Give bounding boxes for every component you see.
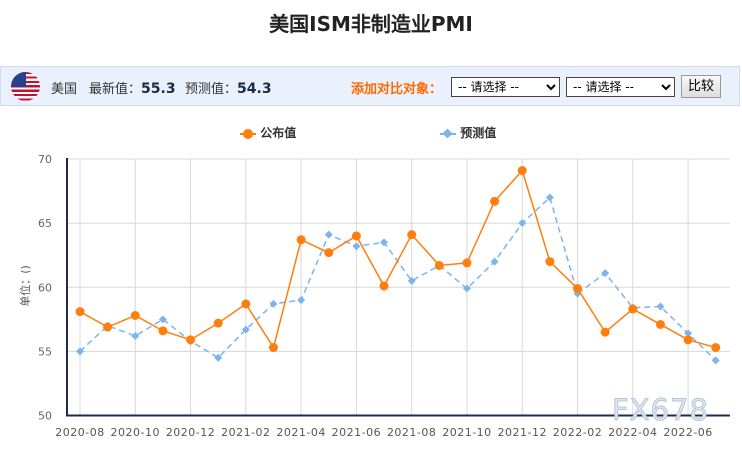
data-point-actual: [711, 343, 721, 353]
legend-marker-diamond-icon: [440, 128, 456, 139]
data-point-actual: [462, 258, 472, 268]
data-point-forecast: [656, 302, 665, 311]
x-tick-label: 2020-10: [111, 426, 160, 439]
x-tick-label: 2022-04: [608, 426, 657, 439]
series-line-forecast: [79, 196, 717, 361]
data-point-forecast: [131, 331, 140, 340]
x-tick-label: 2022-06: [663, 426, 712, 439]
x-tick-label: 2022-02: [553, 426, 602, 439]
y-tick-label: 65: [38, 217, 52, 230]
data-point-forecast: [352, 242, 361, 251]
data-point-actual: [351, 231, 361, 241]
data-point-actual: [186, 335, 196, 345]
data-point-actual: [213, 318, 223, 328]
data-point-actual: [130, 310, 140, 320]
data-point-forecast: [462, 284, 471, 293]
data-point-actual: [490, 196, 500, 206]
data-point-actual: [628, 304, 638, 314]
info-bar: 美国 最新值：55.3 预测值：54.3 添加对比对象： -- 请选择 -- -…: [0, 66, 740, 106]
data-point-forecast: [324, 230, 333, 239]
data-point-forecast: [297, 296, 306, 305]
x-tick-label: 2021-02: [221, 426, 270, 439]
data-point-forecast: [684, 329, 693, 338]
data-point-actual: [75, 307, 85, 317]
y-tick-label: 50: [38, 410, 52, 423]
compare-label: 添加对比对象：: [351, 82, 443, 97]
data-point-actual: [268, 343, 278, 353]
data-point-actual: [241, 299, 251, 309]
x-tick-label: 2020-08: [55, 426, 104, 439]
x-tick-label: 2020-12: [166, 426, 215, 439]
data-point-forecast: [518, 219, 527, 228]
data-point-forecast: [545, 193, 554, 202]
data-point-actual: [683, 335, 693, 345]
data-point-actual: [158, 326, 168, 336]
data-point-actual: [434, 260, 444, 270]
data-point-forecast: [241, 325, 250, 334]
data-point-forecast: [269, 299, 278, 308]
data-point-actual: [600, 327, 610, 337]
page-title: 美国ISM非制造业PMI: [269, 12, 473, 36]
data-point-forecast: [380, 238, 389, 247]
data-point-forecast: [407, 276, 416, 285]
data-point-forecast: [490, 257, 499, 266]
data-point-actual: [573, 284, 583, 294]
data-point-forecast: [601, 269, 610, 278]
series-line-actual: [79, 169, 716, 350]
data-point-forecast: [76, 347, 84, 356]
data-point-forecast: [711, 356, 720, 365]
data-point-actual: [545, 257, 555, 267]
latest-value: 最新值：55.3: [89, 81, 176, 97]
data-point-forecast: [214, 353, 223, 362]
country-label: 美国: [51, 82, 78, 97]
y-tick-label: 55: [38, 345, 52, 358]
data-point-actual: [324, 248, 334, 258]
forecast-value: 预测值：54.3: [185, 81, 272, 97]
data-point-actual: [407, 230, 417, 240]
data-point-actual: [655, 319, 665, 329]
x-tick-label: 2021-08: [387, 426, 436, 439]
data-point-forecast: [158, 315, 167, 324]
compare-select-1[interactable]: -- 请选择 --: [451, 77, 560, 97]
legend-item-forecast[interactable]: 预测值: [440, 124, 496, 141]
y-tick-label: 60: [38, 281, 52, 294]
legend-marker-circle-icon: [240, 128, 256, 139]
watermark-logo: FX678: [612, 393, 709, 428]
data-point-actual: [296, 235, 306, 245]
data-point-actual: [103, 322, 113, 332]
x-tick-label: 2021-12: [498, 426, 547, 439]
data-point-actual: [379, 281, 389, 291]
x-tick-label: 2021-10: [442, 426, 491, 439]
us-flag-icon: [11, 72, 40, 101]
x-tick-label: 2021-04: [276, 426, 325, 439]
compare-select-2[interactable]: -- 请选择 --: [566, 77, 675, 97]
x-tick-label: 2021-06: [332, 426, 381, 439]
data-point-actual: [517, 166, 527, 176]
legend-item-actual[interactable]: 公布值: [240, 124, 296, 141]
y-axis-label: 单位：(): [18, 265, 32, 307]
compare-button[interactable]: 比较: [681, 75, 721, 98]
y-tick-label: 70: [38, 153, 52, 166]
